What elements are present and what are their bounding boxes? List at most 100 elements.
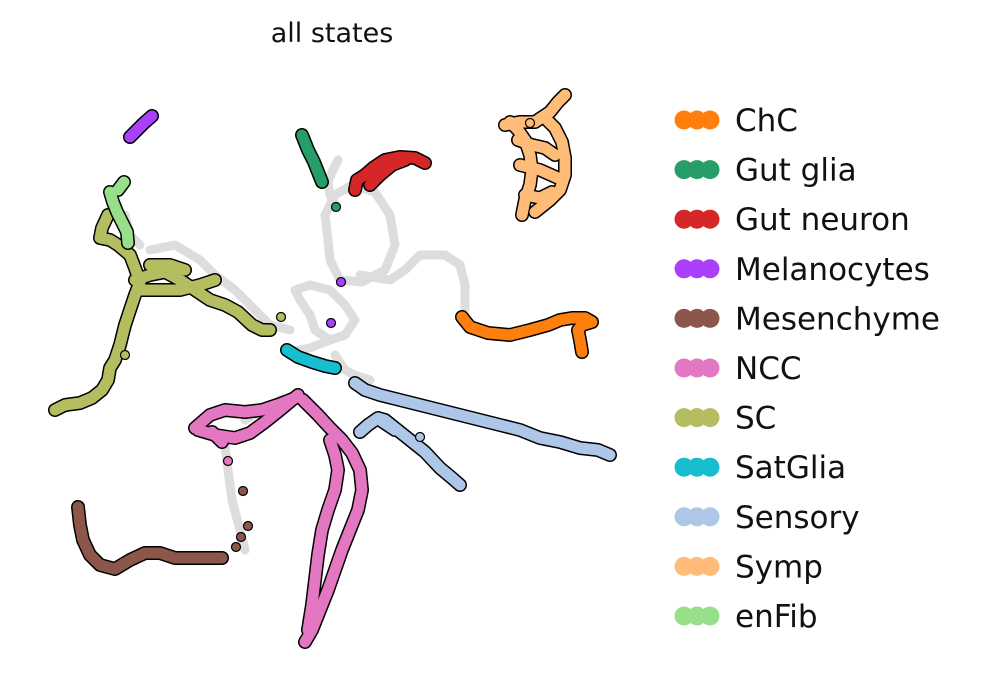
legend-marker: [700, 209, 720, 229]
cell-cluster: [302, 434, 344, 636]
cell-cluster: [72, 501, 228, 575]
legend-marker: [687, 358, 707, 378]
legend-item: Melanocytes: [674, 252, 930, 288]
cell-cluster: [49, 209, 146, 416]
series-sensory: [348, 376, 617, 492]
legend-marker: [687, 160, 707, 180]
cell-cluster: [206, 426, 228, 448]
cell-cluster: [129, 266, 276, 336]
legend-label: Sensory: [735, 500, 860, 536]
cell-cluster: [354, 412, 466, 491]
cell-point: [235, 531, 247, 543]
series-chc: [455, 310, 599, 359]
cell-cluster: [456, 311, 598, 358]
legend-item: Symp: [674, 549, 823, 585]
legend-item: Gut glia: [674, 153, 857, 189]
series-mesenchyme: [71, 485, 254, 576]
legend-label: NCC: [735, 351, 801, 387]
legend-marker: [700, 457, 720, 477]
cell-cluster: [529, 112, 571, 218]
legend-label: SC: [735, 401, 776, 437]
cell-point: [325, 317, 337, 329]
series-ncc: [188, 388, 369, 649]
legend-item: SatGlia: [674, 450, 846, 486]
series-symp: [498, 88, 572, 222]
cell-cluster: [349, 377, 616, 461]
legend-marker: [674, 507, 694, 527]
legend-label: Symp: [735, 549, 823, 585]
legend-marker: [700, 259, 720, 279]
legend-item: Mesenchyme: [674, 301, 940, 337]
legend-marker: [674, 606, 694, 626]
legend-marker: [700, 358, 720, 378]
legend-marker: [700, 308, 720, 328]
cell-point: [275, 311, 287, 323]
legend-item: NCC: [674, 351, 801, 387]
cell-point: [242, 520, 254, 532]
cell-cluster: [124, 110, 158, 143]
legend-marker: [674, 556, 694, 576]
cell-cluster: [519, 186, 558, 204]
series-enfib: [103, 175, 135, 250]
background-cell-trail: [355, 250, 470, 315]
cell-cluster: [364, 154, 411, 191]
legend-marker: [700, 160, 720, 180]
cell-cluster: [374, 414, 401, 436]
cell-point: [330, 201, 342, 213]
colored-cells: [48, 88, 617, 649]
series-gut-glia: [295, 128, 342, 213]
legend-marker: [700, 110, 720, 130]
legend-label: enFib: [735, 599, 818, 635]
legend-marker: [687, 110, 707, 130]
legend-item: SC: [674, 401, 776, 437]
legend-marker: [674, 358, 694, 378]
legend-marker: [687, 606, 707, 626]
legend-item: enFib: [674, 599, 818, 635]
background-cell-trail: [145, 240, 295, 335]
legend-marker: [700, 408, 720, 428]
background-cell-trail: [330, 350, 375, 385]
cell-cluster: [144, 259, 191, 276]
legend-label: Melanocytes: [735, 252, 930, 288]
legend-marker: [674, 209, 694, 229]
legend-marker: [674, 408, 694, 428]
legend-item: Gut neuron: [674, 202, 910, 238]
legend-marker: [674, 110, 694, 130]
legend-marker: [674, 457, 694, 477]
series-satglia: [280, 343, 342, 375]
legend-marker: [687, 308, 707, 328]
cell-cluster: [512, 134, 561, 161]
cell-point: [222, 455, 234, 467]
cell-cluster: [514, 159, 564, 184]
legend-item: Sensory: [674, 500, 860, 536]
legend-marker: [687, 507, 707, 527]
cell-cluster: [297, 394, 368, 648]
legend: ChC Gut glia Gut neuron Melanocytes Mesenchy…: [674, 103, 940, 635]
cell-point: [414, 431, 426, 443]
cell-point: [230, 541, 242, 553]
legend-label: Gut glia: [735, 153, 857, 189]
cell-cluster: [112, 176, 130, 196]
legend-marker: [687, 209, 707, 229]
chart-title: all states: [271, 18, 394, 49]
legend-marker: [687, 556, 707, 576]
legend-marker: [674, 160, 694, 180]
cell-cluster: [104, 186, 134, 249]
series-sc: [48, 208, 287, 417]
legend-marker: [687, 457, 707, 477]
legend-marker: [674, 259, 694, 279]
legend-marker: [700, 606, 720, 626]
cell-cluster: [349, 151, 431, 196]
cell-cluster: [134, 274, 221, 296]
legend-item: ChC: [674, 103, 798, 139]
legend-label: Mesenchyme: [735, 301, 940, 337]
legend-marker: [700, 556, 720, 576]
legend-label: SatGlia: [735, 450, 846, 486]
cell-point: [335, 276, 347, 288]
legend-marker: [687, 408, 707, 428]
legend-marker: [674, 308, 694, 328]
background-cell-trail: [290, 280, 360, 345]
series-gut-neuron: [348, 150, 432, 197]
cell-cluster: [499, 89, 571, 131]
